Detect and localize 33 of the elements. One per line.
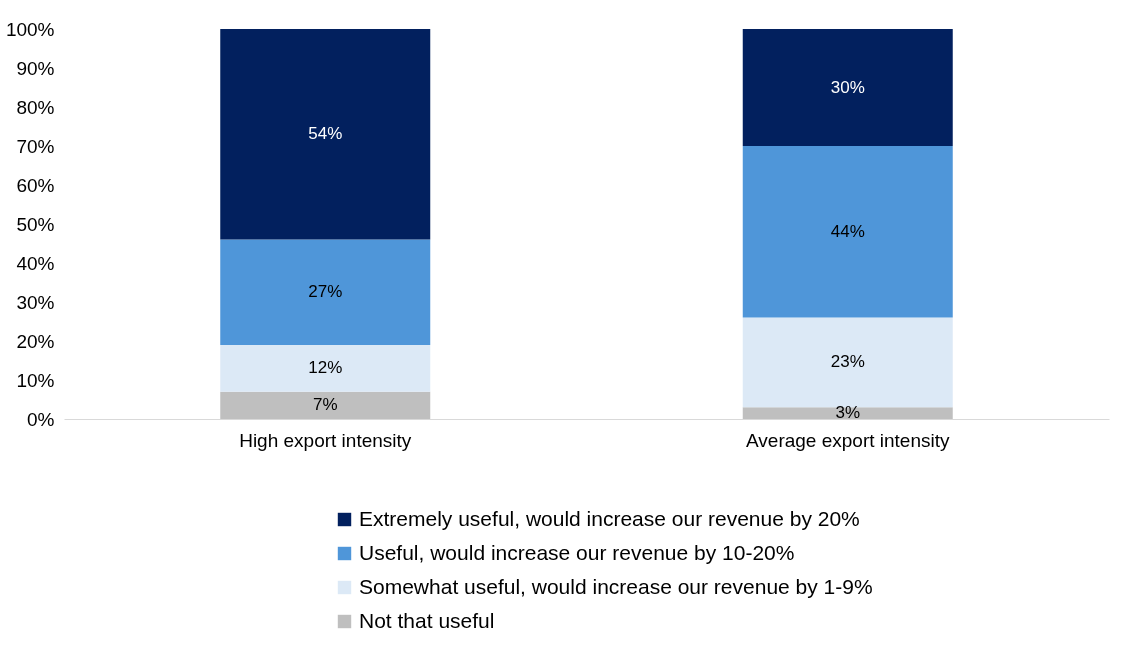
- y-tick-label: 30%: [16, 291, 55, 313]
- data-label: 54%: [308, 124, 343, 144]
- data-label: 12%: [308, 358, 343, 378]
- bar: [220, 344, 431, 392]
- data-label: 27%: [308, 282, 343, 302]
- bar: [742, 317, 953, 408]
- legend-label: Useful, would increase our revenue by 10-20%: [359, 540, 795, 564]
- y-tick-label: 50%: [16, 213, 55, 235]
- data-label: 30%: [830, 77, 865, 97]
- y-tick-label: 70%: [16, 135, 55, 157]
- y-tick-label: 10%: [16, 369, 55, 391]
- data-label: 3%: [835, 403, 861, 423]
- y-tick-label: 0%: [27, 408, 55, 430]
- y-tick-label: 90%: [16, 57, 55, 79]
- bar: [220, 391, 431, 419]
- legend-label: Not that useful: [359, 608, 495, 632]
- x-tick-label: High export intensity: [239, 429, 412, 451]
- bar: [220, 239, 431, 345]
- data-label: 23%: [830, 352, 865, 372]
- data-label: 7%: [312, 395, 338, 415]
- bar: [742, 146, 953, 318]
- bar: [220, 29, 431, 240]
- legend-label: Somewhat useful, would increase our revenue by 1-9%: [359, 574, 873, 598]
- x-tick-label: Average export intensity: [746, 429, 950, 451]
- y-tick-label: 80%: [16, 96, 55, 118]
- y-tick-label: 20%: [16, 330, 55, 352]
- y-tick-label: 100%: [5, 18, 55, 40]
- bar: [742, 407, 953, 419]
- bar: [742, 29, 953, 146]
- data-label: 44%: [830, 221, 865, 241]
- y-tick-label: 40%: [16, 252, 55, 274]
- legend-label: Extremely useful, would increase our revenue by 20%: [359, 506, 860, 530]
- y-tick-label: 60%: [16, 174, 55, 196]
